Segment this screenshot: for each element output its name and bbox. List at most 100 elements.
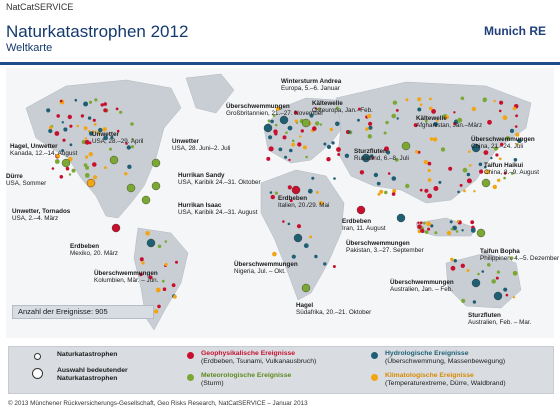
event-dot xyxy=(487,119,492,125)
event-dots xyxy=(46,96,522,314)
event-dot xyxy=(392,100,398,105)
event-dot xyxy=(291,142,296,147)
event-dot xyxy=(515,114,518,118)
event-dot xyxy=(509,128,515,133)
event-dot xyxy=(460,96,465,101)
event-dot xyxy=(273,129,278,134)
event-dot xyxy=(505,293,509,297)
event-dot xyxy=(305,155,308,159)
event-dot xyxy=(336,147,341,152)
event-dot xyxy=(80,114,85,118)
event-dot xyxy=(162,287,167,291)
major-event-dot xyxy=(86,178,96,188)
event-dot xyxy=(395,109,399,112)
event-dot xyxy=(88,131,94,136)
event-dot xyxy=(103,135,108,141)
legend-meteorological-dot-icon xyxy=(187,374,194,381)
legend-meteorological: Meteorologische Ereignisse (Sturm) xyxy=(201,372,292,387)
event-dot xyxy=(126,145,131,150)
event-dot xyxy=(512,106,517,111)
event-dot xyxy=(141,261,145,265)
event-dot xyxy=(337,153,341,156)
major-event-dot xyxy=(493,291,503,301)
event-dot xyxy=(460,263,465,268)
event-dot xyxy=(446,230,452,236)
event-dot xyxy=(483,150,489,155)
event-dot xyxy=(139,257,144,262)
event-dot xyxy=(417,97,422,102)
major-event-dot xyxy=(151,158,161,168)
event-dot xyxy=(461,298,466,303)
event-dot xyxy=(516,143,519,146)
event-dot xyxy=(466,172,471,177)
event-dot xyxy=(470,228,476,233)
event-dot xyxy=(266,156,271,161)
event-dot xyxy=(368,125,373,130)
event-dot xyxy=(319,123,323,126)
event-dot xyxy=(394,158,399,162)
event-dot xyxy=(477,272,480,276)
major-event-dot xyxy=(301,283,311,293)
label-hail-canada: Hagel, Unwetter Kanada, 12.–14. August xyxy=(10,143,78,158)
event-dot xyxy=(456,219,460,223)
event-dot xyxy=(430,224,434,228)
event-dot xyxy=(452,225,457,231)
event-dot xyxy=(438,180,442,184)
major-event-dot xyxy=(356,205,366,215)
event-dot xyxy=(103,108,108,113)
event-dot xyxy=(368,121,373,126)
major-event-dot xyxy=(126,183,136,193)
event-dot xyxy=(471,106,476,112)
event-dot xyxy=(288,158,291,162)
label-hurricane-isaac: Hurrikan Isaac USA, Karibik 24.–31. Augus… xyxy=(178,202,258,217)
event-dot xyxy=(110,135,114,139)
event-dot xyxy=(417,224,422,229)
event-dot xyxy=(376,181,381,186)
event-dot xyxy=(130,145,135,149)
event-dot xyxy=(499,100,504,105)
label-storm-usa-july: Unwetter USA, 28. Juni–2. Juli xyxy=(172,138,231,153)
event-dot xyxy=(103,102,107,106)
event-dot xyxy=(314,254,318,259)
event-dot xyxy=(285,131,288,134)
event-dot xyxy=(424,230,429,234)
event-dot xyxy=(463,189,466,193)
event-dot xyxy=(479,169,484,174)
major-event-dot xyxy=(109,155,119,165)
event-dot xyxy=(387,172,391,175)
event-dot xyxy=(433,122,438,127)
event-dot xyxy=(512,270,518,276)
event-dot xyxy=(331,141,335,145)
page-subtitle: Weltkarte xyxy=(6,42,53,54)
event-count: Anzahl der Ereignisse: 905 xyxy=(12,305,154,319)
munich-re-logo: Munich RE xyxy=(484,24,546,38)
event-dot xyxy=(309,235,313,239)
event-dot xyxy=(391,192,396,196)
world-map: Wintersturm Andrea Europa, 5.–6. Januar Ü… xyxy=(6,68,559,338)
label-earthquake-iran: Erdbeben Iran, 11. August xyxy=(342,218,386,233)
event-dot xyxy=(423,159,428,165)
event-dot xyxy=(359,170,365,175)
event-dot xyxy=(61,121,64,124)
event-dot xyxy=(365,127,369,131)
event-dot xyxy=(54,131,60,136)
event-dot xyxy=(490,156,493,160)
event-dot xyxy=(46,108,51,113)
event-dot xyxy=(97,132,100,135)
event-dot xyxy=(498,109,502,113)
event-dot xyxy=(68,173,72,176)
label-flood-colombia: Überschwemmungen Kolumbien, Mär. – Jun. xyxy=(94,270,159,285)
label-typhoon-haikui: Taifun Haikui China, 8.–9. August xyxy=(484,162,539,177)
event-dot xyxy=(84,137,88,140)
event-dot xyxy=(429,137,434,141)
event-dot xyxy=(495,276,499,280)
event-dot xyxy=(487,263,491,267)
event-dot xyxy=(427,178,432,182)
event-dot xyxy=(311,176,315,180)
event-dot xyxy=(462,167,468,173)
major-event-dot xyxy=(361,153,371,163)
event-dot xyxy=(269,191,273,194)
event-dot xyxy=(85,165,90,170)
label-storm-usa-april: Unwetter USA, 28.–29. April xyxy=(92,131,144,146)
event-dot xyxy=(139,272,143,277)
